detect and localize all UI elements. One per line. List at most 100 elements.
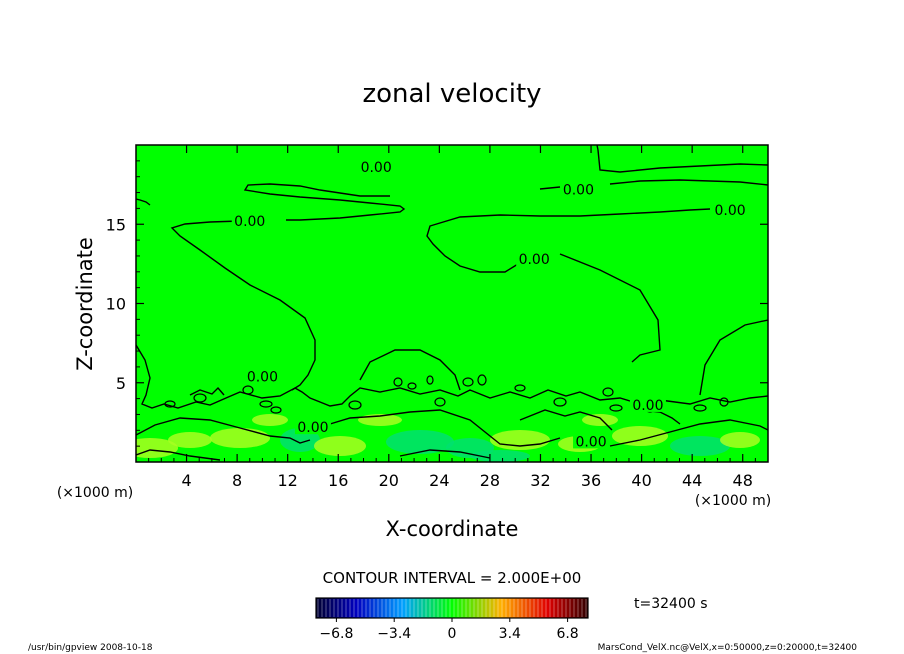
contour-loop — [259, 400, 273, 408]
x-axis: 4 8 12 16 20 24 28 32 36 40 44 48 — [148, 145, 756, 490]
x-tick-label: 44 — [682, 471, 702, 490]
colorbar-fill — [315, 597, 589, 619]
contour-loop — [426, 375, 434, 385]
contour-label-bg — [294, 418, 331, 435]
contour-line — [243, 183, 406, 221]
contour-label-bg — [358, 158, 395, 175]
colorbar-tick-label: −3.4 — [377, 626, 411, 642]
contour-line — [539, 186, 561, 190]
x-tick-label: 16 — [328, 471, 348, 490]
field-patch — [252, 414, 288, 426]
contour-loop — [693, 404, 707, 412]
field-patch — [168, 432, 212, 448]
contour-line — [609, 179, 768, 186]
contour-line — [519, 409, 613, 431]
field-patch — [136, 438, 178, 458]
contour-loop — [719, 397, 729, 407]
y-tick-label: 5 — [116, 374, 126, 393]
colorbar-tick-label: −6.8 — [319, 626, 353, 642]
contour-loop — [477, 374, 487, 386]
colorbar-tick-label: 0 — [448, 626, 457, 642]
contour-labels: 0.00 0.00 0.00 0.00 0.00 0.00 0.00 0.00 0.00 — [231, 158, 749, 450]
contour-label: 0.00 — [247, 369, 278, 385]
x-axis-label: X-coordinate — [386, 517, 519, 541]
contour-loop — [164, 400, 176, 408]
y-tick-label: 10 — [106, 295, 126, 314]
colorbar-tick-label: 6.8 — [556, 626, 578, 642]
y-axis: 5 10 15 — [106, 160, 768, 447]
x-tick-label: 40 — [631, 471, 651, 490]
contour-line — [136, 449, 221, 461]
contour-label-bg — [560, 180, 597, 197]
contour-line — [699, 319, 768, 396]
contour-line — [426, 208, 711, 273]
chart-title: zonal velocity — [362, 79, 541, 109]
contour-label: 0.00 — [632, 398, 663, 414]
contour-loop — [462, 377, 474, 387]
contour-loop — [407, 382, 417, 390]
colorbar-stripes — [317, 599, 587, 617]
field-patches — [136, 414, 760, 462]
contour-loop — [348, 400, 362, 410]
contour-label-bg — [629, 395, 666, 412]
contour-label-bg — [516, 250, 553, 267]
contour-lines — [136, 145, 768, 461]
field-patch — [210, 428, 270, 448]
plot-area: 0.00 0.00 0.00 0.00 0.00 0.00 0.00 0.00 0.00 — [136, 145, 768, 462]
x-tick-label: 28 — [480, 471, 500, 490]
field-patch — [314, 436, 366, 456]
contour-line — [136, 198, 151, 206]
contour-interval-text: CONTOUR INTERVAL = 2.000E+00 — [323, 569, 582, 587]
contour-line — [559, 253, 661, 363]
contour-label-bg — [231, 212, 268, 229]
x-tick-label: 36 — [581, 471, 601, 490]
field-patch — [612, 426, 668, 446]
y-axis-label: Z-coordinate — [73, 237, 97, 371]
time-label: t=32400 s — [634, 596, 708, 612]
contour-line — [609, 419, 768, 447]
contour-loop — [514, 384, 526, 392]
x-tick-label: 20 — [379, 471, 399, 490]
contour-label-bg — [244, 367, 281, 384]
field-patch — [582, 414, 618, 426]
contour-line — [136, 344, 768, 409]
contour-loop — [393, 377, 403, 387]
field-patch — [720, 432, 760, 448]
contour-label: 0.00 — [714, 203, 745, 219]
contour-loop — [602, 387, 614, 397]
contour-label: 0.00 — [297, 420, 328, 436]
contour-line — [136, 417, 311, 444]
contour-label: 0.00 — [563, 182, 594, 198]
contour-line — [170, 220, 316, 391]
contour-loop — [270, 406, 282, 414]
x-unit-right: (×1000 m) — [695, 493, 771, 509]
contour-loop — [193, 393, 207, 403]
contour-line — [359, 349, 461, 391]
contour-line — [399, 449, 491, 459]
field-patch — [490, 430, 550, 450]
contour-line — [596, 145, 768, 173]
contour-label: 0.00 — [234, 214, 265, 230]
footer-left: /usr/bin/gpview 2008-10-18 — [28, 643, 153, 653]
contour-loop — [609, 404, 623, 412]
colorbar: −6.8 −3.4 0 3.4 6.8 — [315, 597, 589, 642]
colorbar-tick-label: 3.4 — [499, 626, 521, 642]
contour-line — [329, 409, 561, 447]
x-unit-left: (×1000 m) — [57, 485, 133, 501]
field-patch — [670, 436, 730, 456]
x-tick-label: 4 — [181, 471, 191, 490]
contour-label: 0.00 — [575, 434, 606, 450]
contour-label-bg — [573, 432, 610, 449]
x-tick-label: 48 — [733, 471, 753, 490]
contour-label: 0.00 — [519, 252, 550, 268]
x-tick-label: 8 — [232, 471, 242, 490]
contour-loop — [553, 397, 567, 407]
contour-loop — [242, 385, 254, 395]
contour-loop — [434, 397, 446, 407]
contour-line — [189, 386, 225, 396]
contour-label: 0.00 — [361, 160, 392, 176]
y-tick-label: 15 — [106, 215, 126, 234]
colorbar-ticks: −6.8 −3.4 0 3.4 6.8 — [319, 618, 579, 642]
x-tick-label: 32 — [530, 471, 550, 490]
